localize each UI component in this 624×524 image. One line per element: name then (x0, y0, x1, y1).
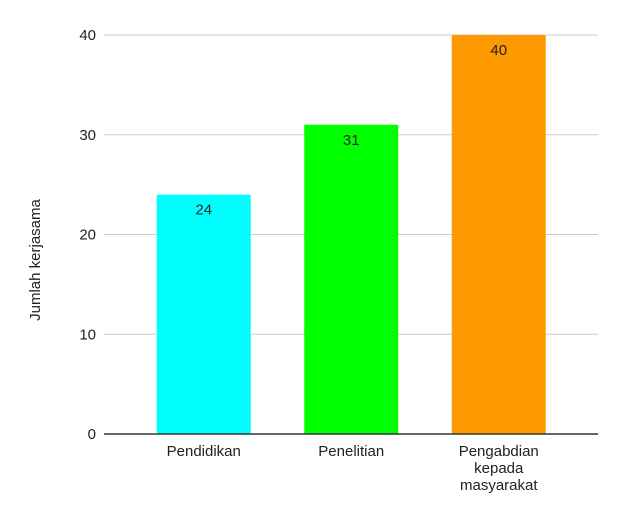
y-tick-label: 20 (79, 227, 96, 244)
category-label-line: kepada (474, 460, 524, 477)
category-label: Penelitian (318, 443, 384, 460)
labels: 0 10 20 30 40 24 Pendidikan 31 Penelitian 40 Penga… (79, 27, 538, 494)
data-label: 40 (490, 42, 507, 59)
data-label: 31 (343, 132, 360, 149)
bars (156, 35, 546, 435)
category-label-line: Pengabdian (459, 443, 539, 460)
bar (304, 124, 399, 435)
y-tick-label: 30 (79, 127, 96, 144)
data-label: 24 (195, 202, 212, 219)
bar (451, 35, 546, 434)
category-label: Pendidikan (167, 443, 241, 460)
category-label-line: Pendidikan (167, 443, 241, 460)
y-tick-label: 10 (79, 326, 96, 343)
category-label-line: Penelitian (318, 443, 384, 460)
y-axis-title: Jumlah kerjasama (27, 198, 44, 320)
bar (156, 194, 251, 434)
category-label: Pengabdian kepada masyarakat (459, 443, 539, 494)
y-tick-label: 40 (79, 27, 96, 44)
category-label-line: masyarakat (460, 477, 538, 494)
y-tick-label: 0 (88, 426, 96, 443)
